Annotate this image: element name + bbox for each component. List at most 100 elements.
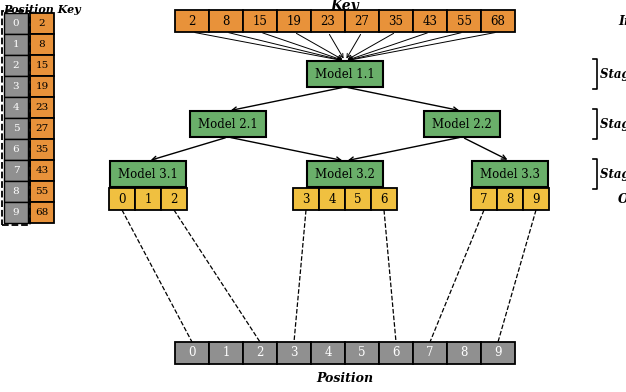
FancyBboxPatch shape (379, 10, 413, 32)
Text: 43: 43 (423, 15, 438, 27)
Text: 8: 8 (222, 15, 230, 27)
Text: 0: 0 (188, 347, 196, 359)
FancyBboxPatch shape (277, 342, 311, 364)
FancyBboxPatch shape (345, 342, 379, 364)
FancyBboxPatch shape (293, 188, 319, 210)
FancyBboxPatch shape (379, 342, 413, 364)
Text: 68: 68 (491, 15, 505, 27)
Text: 4: 4 (324, 347, 332, 359)
Text: 9: 9 (13, 208, 19, 217)
FancyBboxPatch shape (307, 161, 383, 187)
Text: 0: 0 (118, 192, 126, 205)
FancyBboxPatch shape (4, 202, 28, 223)
Text: 19: 19 (36, 82, 49, 91)
FancyBboxPatch shape (243, 342, 277, 364)
FancyBboxPatch shape (447, 10, 481, 32)
FancyBboxPatch shape (30, 202, 54, 223)
FancyBboxPatch shape (109, 188, 135, 210)
FancyBboxPatch shape (4, 34, 28, 55)
Text: 2: 2 (188, 15, 196, 27)
FancyBboxPatch shape (472, 161, 548, 187)
Text: 8: 8 (460, 347, 468, 359)
Text: Model 2.2: Model 2.2 (432, 118, 492, 131)
Text: 5: 5 (13, 124, 19, 133)
Text: 9: 9 (495, 347, 502, 359)
FancyBboxPatch shape (243, 10, 277, 32)
FancyBboxPatch shape (307, 61, 383, 87)
Text: Key: Key (331, 0, 359, 13)
Text: 35: 35 (36, 145, 49, 154)
Text: Model 3.1: Model 3.1 (118, 167, 178, 180)
Text: Model 3.2: Model 3.2 (315, 167, 375, 180)
Text: 68: 68 (36, 208, 49, 217)
FancyBboxPatch shape (4, 97, 28, 118)
Text: Stage 2: Stage 2 (600, 118, 626, 131)
FancyBboxPatch shape (30, 97, 54, 118)
Text: 6: 6 (13, 145, 19, 154)
Text: 23: 23 (36, 103, 49, 112)
Text: 5: 5 (358, 347, 366, 359)
FancyBboxPatch shape (481, 10, 515, 32)
Text: 19: 19 (287, 15, 302, 27)
Text: 43: 43 (36, 166, 49, 175)
FancyBboxPatch shape (30, 55, 54, 76)
FancyBboxPatch shape (497, 188, 523, 210)
FancyBboxPatch shape (30, 34, 54, 55)
Text: 3: 3 (290, 347, 298, 359)
Text: Stage 3: Stage 3 (600, 167, 626, 180)
Text: 8: 8 (506, 192, 514, 205)
Text: 3: 3 (302, 192, 310, 205)
FancyBboxPatch shape (30, 160, 54, 181)
FancyBboxPatch shape (413, 342, 447, 364)
FancyBboxPatch shape (30, 181, 54, 202)
Text: 4: 4 (328, 192, 336, 205)
Text: 6: 6 (393, 347, 400, 359)
FancyBboxPatch shape (4, 76, 28, 97)
Text: 15: 15 (36, 61, 49, 70)
FancyBboxPatch shape (277, 10, 311, 32)
FancyBboxPatch shape (345, 10, 379, 32)
Text: Output: Output (618, 192, 626, 205)
Text: 27: 27 (354, 15, 369, 27)
Text: 8: 8 (39, 40, 45, 49)
FancyBboxPatch shape (4, 118, 28, 139)
Text: Input: Input (618, 15, 626, 27)
FancyBboxPatch shape (30, 76, 54, 97)
Text: 15: 15 (252, 15, 267, 27)
Text: 2: 2 (170, 192, 178, 205)
Text: 27: 27 (36, 124, 49, 133)
Text: 1: 1 (13, 40, 19, 49)
FancyBboxPatch shape (4, 13, 28, 34)
Text: Position Key: Position Key (3, 4, 81, 15)
FancyBboxPatch shape (311, 342, 345, 364)
FancyBboxPatch shape (424, 111, 500, 137)
Text: 23: 23 (321, 15, 336, 27)
Text: 1: 1 (145, 192, 151, 205)
Text: 4: 4 (13, 103, 19, 112)
Text: Model 3.3: Model 3.3 (480, 167, 540, 180)
Text: 55: 55 (456, 15, 471, 27)
FancyBboxPatch shape (209, 342, 243, 364)
FancyBboxPatch shape (175, 342, 209, 364)
Text: 0: 0 (13, 19, 19, 28)
FancyBboxPatch shape (481, 342, 515, 364)
Text: 3: 3 (13, 82, 19, 91)
Text: 5: 5 (354, 192, 362, 205)
Text: 2: 2 (13, 61, 19, 70)
Text: 2: 2 (256, 347, 264, 359)
Text: 35: 35 (389, 15, 404, 27)
Text: 8: 8 (13, 187, 19, 196)
Text: 7: 7 (426, 347, 434, 359)
Text: 9: 9 (532, 192, 540, 205)
FancyBboxPatch shape (447, 342, 481, 364)
FancyBboxPatch shape (30, 139, 54, 160)
Text: Position: Position (316, 372, 374, 385)
FancyBboxPatch shape (311, 10, 345, 32)
FancyBboxPatch shape (523, 188, 549, 210)
FancyBboxPatch shape (4, 55, 28, 76)
FancyBboxPatch shape (190, 111, 266, 137)
FancyBboxPatch shape (4, 139, 28, 160)
FancyBboxPatch shape (110, 161, 186, 187)
Text: 2: 2 (39, 19, 45, 28)
FancyBboxPatch shape (161, 188, 187, 210)
